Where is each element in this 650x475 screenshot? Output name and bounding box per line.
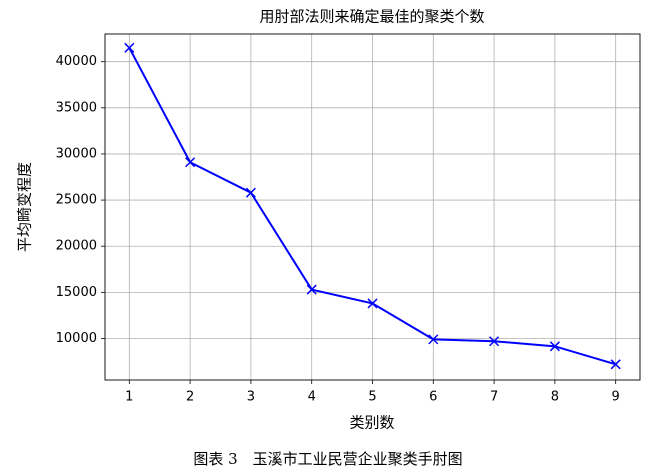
x-tick-label: 3 [247,390,255,405]
data-marker [245,187,256,198]
y-tick-label: 25000 [56,193,97,208]
x-tick-label: 1 [125,390,133,405]
y-tick-label: 20000 [56,239,97,254]
x-tick-label: 4 [308,390,316,405]
y-tick-label: 40000 [56,54,97,69]
y-axis-label: 平均畸变程度 [16,162,34,252]
x-axis-label: 类别数 [349,414,394,432]
caption: 图表 3 玉溪市工业民营企业聚类手肘图 [193,450,462,468]
data-marker [428,334,439,345]
data-marker [185,157,196,168]
chart-title: 用肘部法则来确定最佳的聚类个数 [259,8,484,26]
x-tick-label: 2 [186,390,194,405]
y-tick-label: 30000 [56,146,97,161]
data-marker [306,284,317,295]
y-tick-label: 35000 [56,100,97,115]
x-tick-label: 7 [490,390,498,405]
x-tick-label: 8 [551,390,559,405]
data-marker [124,42,135,53]
plot-frame [104,33,641,381]
y-tick-label: 15000 [56,285,97,300]
data-marker [549,341,560,352]
x-tick-label: 9 [612,390,620,405]
data-marker [367,298,378,309]
data-marker [610,359,621,370]
y-tick-label: 10000 [56,331,97,346]
x-tick-label: 6 [429,390,437,405]
x-tick-label: 5 [368,390,376,405]
data-marker [489,336,500,347]
